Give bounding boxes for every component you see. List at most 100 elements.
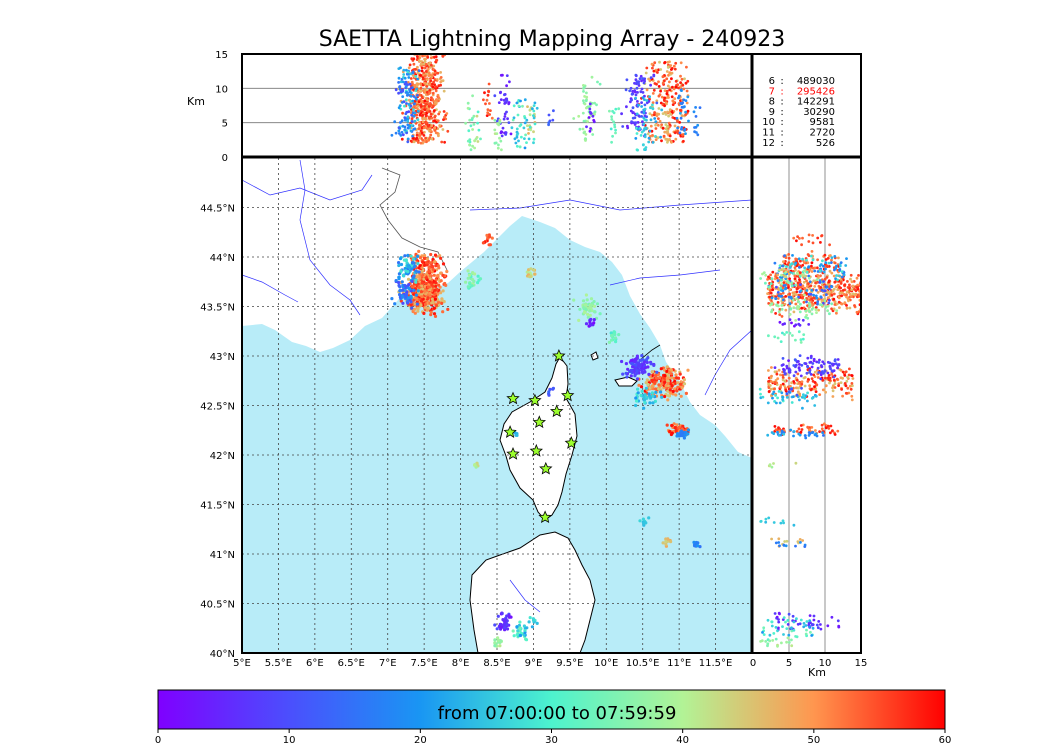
side-source-point	[850, 394, 854, 398]
side-source-point	[788, 302, 792, 306]
legend-separator: :	[780, 128, 783, 139]
lightning-source-point	[670, 423, 674, 428]
lon-tick-label: 11.5°E	[699, 658, 733, 669]
lightning-source-point	[664, 542, 668, 546]
side-source-point	[829, 424, 833, 428]
side-source-point	[792, 272, 796, 275]
side-source-point	[764, 517, 768, 521]
side-source-point	[833, 386, 837, 389]
side-source-point	[794, 386, 798, 390]
side-source-point	[812, 618, 816, 622]
river-sardinia	[509, 579, 541, 613]
altitude-source-point	[636, 148, 639, 152]
altitude-source-point	[430, 74, 434, 77]
altitude-source-point	[436, 119, 440, 123]
lightning-source-point	[430, 297, 435, 301]
altitude-source-point	[467, 129, 471, 133]
lightning-source-point	[547, 393, 551, 397]
side-source-point	[792, 434, 795, 438]
station-star-icon	[528, 393, 542, 407]
altitude-source-point	[408, 63, 412, 67]
altitude-source-point	[418, 133, 422, 137]
side-source-point	[827, 290, 831, 294]
altitude-source-point	[508, 80, 511, 84]
side-source-point	[808, 287, 812, 290]
lightning-source-point	[412, 307, 417, 311]
altitude-source-point	[400, 130, 404, 134]
side-source-point	[792, 395, 795, 398]
altitude-source-point	[426, 124, 430, 128]
altitude-source-point	[433, 69, 437, 73]
side-source-point	[809, 295, 812, 299]
lightning-source-point	[633, 357, 638, 361]
lightning-source-point	[595, 302, 600, 306]
side-source-point	[796, 283, 800, 287]
lightning-source-point	[394, 279, 398, 283]
altitude-source-point	[498, 121, 502, 124]
side-source-point	[772, 632, 776, 635]
altitude-source-point	[429, 133, 433, 137]
side-source-point	[802, 280, 806, 284]
lightning-source-point	[642, 406, 646, 410]
altitude-source-point	[647, 100, 651, 103]
altitude-source-point	[507, 121, 511, 124]
lightning-source-point	[436, 273, 440, 277]
side-source-point	[810, 308, 814, 311]
altitude-source-point	[646, 132, 650, 136]
lightning-source-point	[401, 288, 405, 292]
altitude-source-point	[397, 81, 400, 84]
altitude-source-point	[664, 113, 668, 116]
side-source-point	[776, 291, 780, 294]
altitude-source-point	[432, 104, 435, 108]
altitude-source-point	[427, 74, 431, 78]
altitude-source-point	[636, 91, 639, 94]
altitude-source-point	[626, 126, 630, 130]
altitude-source-point	[415, 87, 419, 91]
altitude-source-point	[428, 137, 431, 140]
lightning-source-point	[414, 293, 418, 297]
altitude-source-point	[430, 116, 434, 120]
altitude-source-point	[435, 78, 439, 81]
side-source-point	[799, 338, 803, 342]
side-source-point	[828, 365, 832, 369]
altitude-source-point	[509, 132, 513, 136]
side-source-point	[836, 364, 840, 367]
side-source-point	[816, 366, 820, 370]
lightning-source-point	[681, 424, 685, 428]
side-source-point	[837, 384, 840, 387]
side-source-point	[843, 374, 847, 377]
side-source-point	[854, 289, 858, 292]
altitude-source-point	[503, 115, 507, 118]
altitude-source-point	[518, 124, 522, 128]
altitude-source-point	[657, 112, 661, 116]
altitude-source-point	[572, 117, 576, 120]
lightning-source-point	[446, 307, 450, 311]
side-source-point	[852, 280, 856, 283]
lightning-source-point	[423, 263, 427, 267]
side-tick-label: 0	[750, 658, 756, 669]
altitude-source-point	[663, 89, 667, 92]
side-source-point	[828, 361, 832, 365]
side-source-point	[776, 629, 779, 633]
lightning-source-point	[417, 280, 422, 284]
side-source-point	[795, 635, 799, 639]
side-source-point	[777, 541, 781, 544]
side-source-point	[783, 283, 787, 287]
altitude-source-point	[426, 68, 430, 71]
side-source-point	[794, 544, 797, 548]
lightning-source-point	[652, 363, 656, 367]
altitude-source-point	[416, 141, 420, 144]
side-source-point	[808, 305, 811, 308]
side-source-point	[828, 298, 831, 302]
altitude-source-point	[582, 99, 585, 103]
lightning-source-point	[411, 257, 415, 261]
altitude-source-point	[584, 139, 587, 142]
altitude-source-point	[516, 113, 520, 117]
lightning-source-point	[667, 370, 672, 375]
altitude-source-point	[411, 134, 414, 138]
side-source-point	[780, 641, 783, 645]
side-source-point	[821, 388, 825, 392]
altitude-source-point	[390, 133, 394, 137]
altitude-source-point	[486, 111, 490, 115]
side-source-point	[781, 323, 785, 326]
